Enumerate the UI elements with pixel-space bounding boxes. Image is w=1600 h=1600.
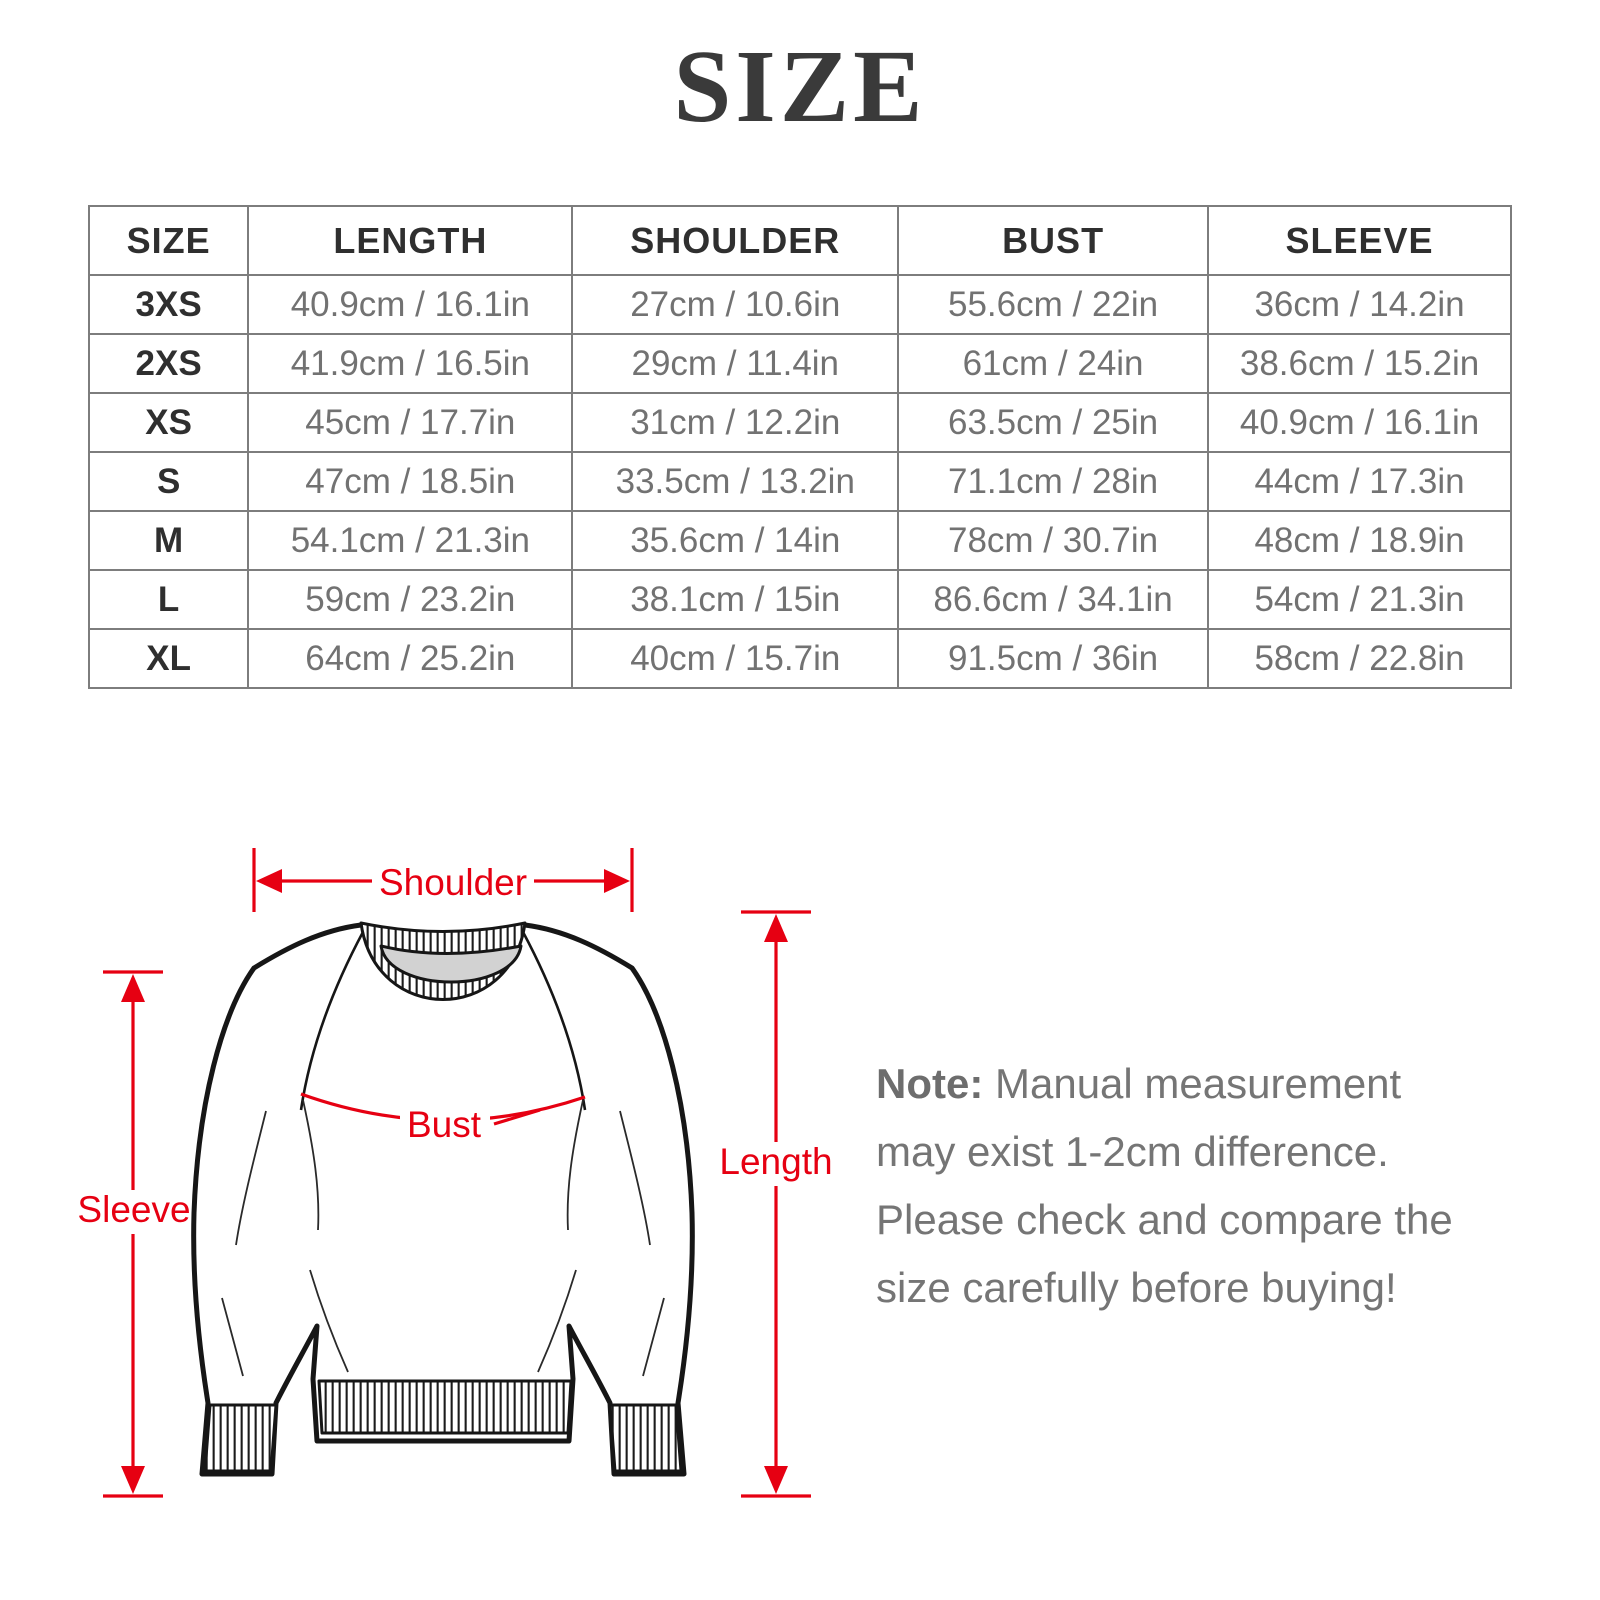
table-cell: 31cm / 12.2in [571, 392, 900, 453]
bust-label: Bust [407, 1104, 482, 1145]
table-cell: 27cm / 10.6in [571, 274, 900, 335]
left-chest-fold [302, 1099, 320, 1231]
left-raglan-seam [299, 931, 365, 1111]
sleeve-arrowhead-up [121, 974, 145, 1002]
table-cell: 54.1cm / 21.3in [247, 510, 574, 571]
length-arrowhead-up [764, 914, 788, 942]
header-row: SIZE LENGTH SHOULDER BUST SLEEVE [87, 205, 1512, 276]
note-text: Manual measurement may exist 1-2cm diffe… [876, 1060, 1453, 1311]
table-cell: 71.1cm / 28in [897, 451, 1210, 512]
col-header-length: LENGTH [247, 205, 574, 276]
table-cell: 38.6cm / 15.2in [1207, 333, 1512, 394]
table-cell: 44cm / 17.3in [1207, 451, 1512, 512]
col-header-size: SIZE [87, 205, 250, 276]
table-cell: 45cm / 17.7in [247, 392, 574, 453]
shoulder-arrowhead-right [604, 869, 630, 893]
bust-dash [493, 1108, 541, 1126]
table-row: S 47cm / 18.5in 33.5cm / 13.2in 71.1cm /… [87, 451, 1512, 512]
size-table-header: SIZE LENGTH SHOULDER BUST SLEEVE [87, 205, 1512, 276]
measurement-note: Note: Manual measurement may exist 1-2cm… [876, 1050, 1476, 1322]
col-header-shoulder: SHOULDER [571, 205, 900, 276]
hem-rib-band [317, 1379, 573, 1435]
table-cell: 86.6cm / 34.1in [897, 569, 1210, 630]
size-label: M [87, 510, 250, 571]
length-label: Length [719, 1141, 832, 1182]
left-sleeve-fold [235, 1110, 267, 1246]
table-cell: 29cm / 11.4in [571, 333, 900, 394]
bust-dimension: Bust [300, 1092, 586, 1145]
table-cell: 78cm / 30.7in [897, 510, 1210, 571]
bust-label-mask [400, 1104, 490, 1144]
table-cell: 58cm / 22.8in [1207, 628, 1512, 689]
col-header-sleeve: SLEEVE [1207, 205, 1512, 276]
table-cell: 55.6cm / 22in [897, 274, 1210, 335]
table-cell: 41.9cm / 16.5in [247, 333, 574, 394]
right-raglan-seam [521, 931, 587, 1111]
table-row: 3XS 40.9cm / 16.1in 27cm / 10.6in 55.6cm… [87, 274, 1512, 335]
table-cell: 64cm / 25.2in [247, 628, 574, 689]
shoulder-arrowhead-left [256, 869, 282, 893]
table-row: XL 64cm / 25.2in 40cm / 15.7in 91.5cm / … [87, 628, 1512, 689]
size-label: 2XS [87, 333, 250, 394]
sleeve-arrowhead-down [121, 1466, 145, 1494]
table-cell: 36cm / 14.2in [1207, 274, 1512, 335]
table-cell: 47cm / 18.5in [247, 451, 574, 512]
sleeve-label: Sleeve [77, 1189, 190, 1230]
table-cell: 38.1cm / 15in [571, 569, 900, 630]
table-row: L 59cm / 23.2in 38.1cm / 15in 86.6cm / 3… [87, 569, 1512, 630]
left-cuff-rib [203, 1403, 278, 1473]
sleeve-dimension: Sleeve [77, 970, 191, 1498]
table-cell: 40.9cm / 16.1in [1207, 392, 1512, 453]
shoulder-dimension: Shoulder [252, 848, 634, 912]
left-hem-fold [309, 1269, 349, 1373]
table-cell: 61cm / 24in [897, 333, 1210, 394]
table-cell: 91.5cm / 36in [897, 628, 1210, 689]
table-cell: 54cm / 21.3in [1207, 569, 1512, 630]
table-cell: 59cm / 23.2in [247, 569, 574, 630]
length-dimension: Length [719, 910, 833, 1498]
size-table: SIZE LENGTH SHOULDER BUST SLEEVE 3XS 40.… [87, 205, 1512, 689]
table-row: XS 45cm / 17.7in 31cm / 12.2in 63.5cm / … [87, 392, 1512, 453]
size-label: XL [87, 628, 250, 689]
table-cell: 40cm / 15.7in [571, 628, 900, 689]
right-sleeve-fold [619, 1110, 651, 1246]
right-chest-fold [566, 1099, 584, 1231]
table-cell: 35.6cm / 14in [571, 510, 900, 571]
collar-inner-neck [379, 944, 523, 984]
size-label: L [87, 569, 250, 630]
table-cell: 33.5cm / 13.2in [571, 451, 900, 512]
table-row: 2XS 41.9cm / 16.5in 29cm / 11.4in 61cm /… [87, 333, 1512, 394]
sweatshirt-drawing [191, 921, 695, 1477]
sweatshirt-measurement-diagram: Shoulder Sleeve Length Bust [77, 848, 833, 1498]
right-hem-fold [537, 1269, 577, 1373]
table-cell: 63.5cm / 25in [897, 392, 1210, 453]
table-row: M 54.1cm / 21.3in 35.6cm / 14in 78cm / 3… [87, 510, 1512, 571]
size-label: S [87, 451, 250, 512]
size-label: XS [87, 392, 250, 453]
right-cuff-fold [642, 1297, 665, 1377]
right-cuff-rib [608, 1403, 683, 1473]
table-cell: 40.9cm / 16.1in [247, 274, 574, 335]
shoulder-label: Shoulder [379, 862, 527, 903]
col-header-bust: BUST [897, 205, 1210, 276]
note-label: Note: [876, 1060, 984, 1107]
table-cell: 48cm / 18.9in [1207, 510, 1512, 571]
size-label: 3XS [87, 274, 250, 335]
page-title: SIZE [673, 29, 927, 144]
length-arrowhead-down [764, 1466, 788, 1494]
left-cuff-fold [221, 1297, 244, 1377]
